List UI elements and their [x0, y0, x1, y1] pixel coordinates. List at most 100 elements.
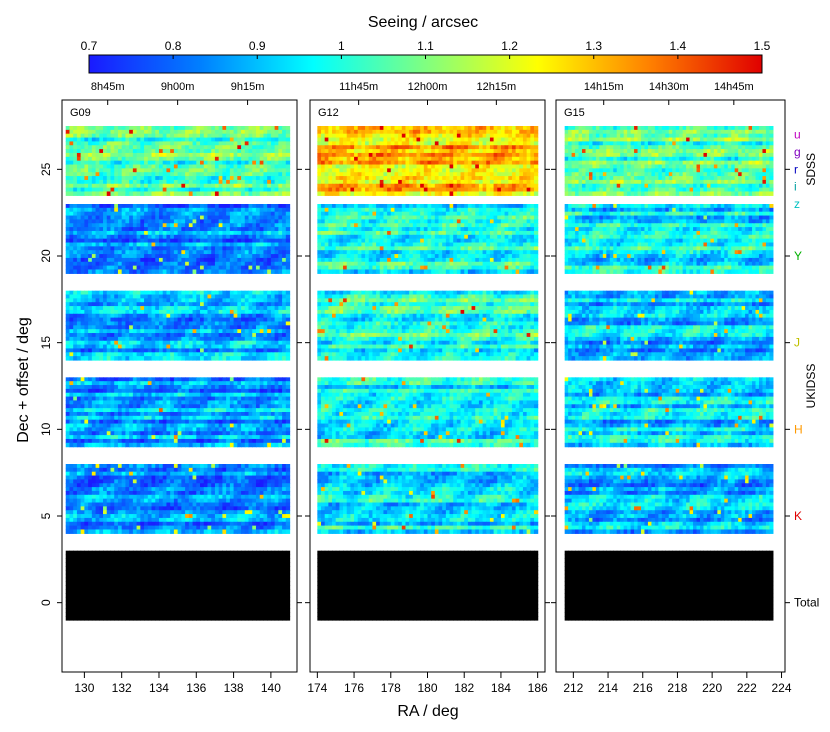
seeing-tile [211, 295, 215, 299]
seeing-tile [125, 424, 129, 428]
seeing-tile [200, 188, 204, 192]
seeing-tile [204, 424, 208, 428]
seeing-tile [170, 472, 174, 476]
seeing-tile [88, 314, 92, 318]
seeing-tile [152, 318, 156, 322]
seeing-tile [189, 389, 193, 393]
seeing-tile [207, 262, 211, 266]
seeing-tile [96, 424, 100, 428]
seeing-tile [245, 420, 249, 424]
seeing-tile [256, 310, 260, 314]
seeing-tile [275, 246, 279, 250]
seeing-tile [107, 412, 111, 416]
seeing-tile [282, 321, 286, 325]
seeing-tile [137, 134, 141, 138]
seeing-tile [256, 161, 260, 165]
seeing-tile [189, 404, 193, 408]
seeing-tile [207, 168, 211, 172]
seeing-tile [163, 130, 167, 134]
seeing-tile [137, 400, 141, 404]
seeing-tile [114, 439, 118, 443]
seeing-tile [193, 246, 197, 250]
seeing-tile [69, 479, 73, 483]
seeing-tile [99, 172, 103, 176]
seeing-tile [69, 325, 73, 329]
seeing-tile [226, 188, 230, 192]
seeing-tile [226, 165, 230, 169]
seeing-tile [249, 180, 253, 184]
seeing-tile [282, 141, 286, 145]
seeing-tile [129, 503, 133, 507]
seeing-tile [237, 333, 241, 337]
seeing-tile [189, 191, 193, 195]
seeing-tile [196, 310, 200, 314]
seeing-tile [275, 184, 279, 188]
seeing-tile [256, 479, 260, 483]
seeing-tile [252, 184, 256, 188]
seeing-tile [155, 435, 159, 439]
seeing-tile [144, 397, 148, 401]
seeing-tile [81, 269, 85, 273]
seeing-tile [282, 404, 286, 408]
seeing-tile [170, 348, 174, 352]
seeing-tile [73, 412, 77, 416]
seeing-tile [129, 491, 133, 495]
seeing-tile [140, 420, 144, 424]
seeing-tile [222, 420, 226, 424]
seeing-tile [181, 400, 185, 404]
seeing-tile [133, 180, 137, 184]
seeing-tile [81, 325, 85, 329]
seeing-tile [129, 219, 133, 223]
seeing-tile [122, 420, 126, 424]
seeing-tile [249, 412, 253, 416]
seeing-tile [222, 219, 226, 223]
seeing-tile [263, 483, 267, 487]
seeing-tile [275, 377, 279, 381]
seeing-tile [103, 227, 107, 231]
seeing-tile [196, 479, 200, 483]
seeing-tile [77, 219, 81, 223]
seeing-tile [144, 439, 148, 443]
seeing-tile [114, 435, 118, 439]
seeing-tile [286, 377, 290, 381]
seeing-tile [282, 153, 286, 157]
seeing-tile [122, 298, 126, 302]
seeing-tile [110, 219, 114, 223]
seeing-tile [170, 345, 174, 349]
seeing-tile [170, 404, 174, 408]
seeing-tile [125, 318, 129, 322]
seeing-tile [81, 184, 85, 188]
seeing-tile [275, 408, 279, 412]
seeing-tile [267, 345, 271, 349]
seeing-tile [245, 291, 249, 295]
seeing-tile [215, 191, 219, 195]
seeing-tile [219, 412, 223, 416]
seeing-tile [88, 377, 92, 381]
seeing-tile [181, 149, 185, 153]
seeing-tile [137, 389, 141, 393]
seeing-tile [103, 389, 107, 393]
seeing-tile [241, 424, 245, 428]
seeing-tile [92, 404, 96, 408]
seeing-tile [241, 321, 245, 325]
seeing-tile [144, 464, 148, 468]
seeing-tile [107, 495, 111, 499]
seeing-tile [118, 258, 122, 262]
seeing-tile [181, 495, 185, 499]
seeing-tile [122, 239, 126, 243]
seeing-tile [69, 476, 73, 480]
seeing-tile [88, 435, 92, 439]
seeing-tile [148, 172, 152, 176]
seeing-tile [96, 325, 100, 329]
seeing-tile [129, 216, 133, 220]
seeing-tile [271, 188, 275, 192]
seeing-tile [174, 153, 178, 157]
seeing-tile [249, 464, 253, 468]
seeing-tile [178, 318, 182, 322]
seeing-tile [178, 223, 182, 227]
seeing-tile [249, 157, 253, 161]
seeing-tile [73, 443, 77, 447]
seeing-tile [200, 161, 204, 165]
seeing-tile [234, 243, 238, 247]
band-k-tiles [66, 464, 290, 534]
